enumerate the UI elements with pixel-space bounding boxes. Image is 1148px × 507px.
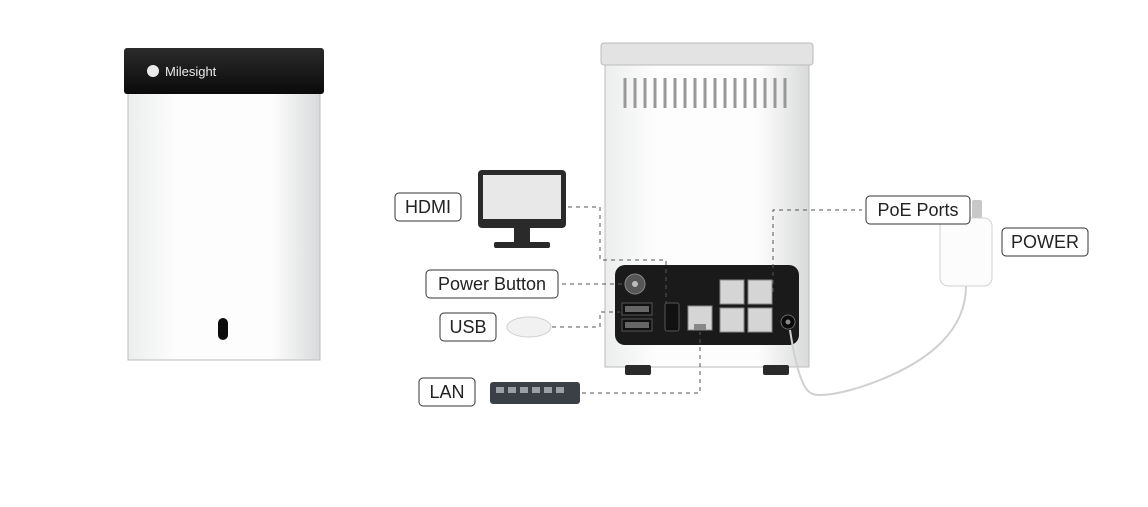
power-button-icon xyxy=(625,274,645,294)
lan-label: LAN xyxy=(419,378,475,406)
lan-label-text: LAN xyxy=(429,382,464,402)
power-button-label: Power Button xyxy=(426,270,558,298)
dc-jack-icon xyxy=(781,315,795,329)
front-device: Milesight xyxy=(124,48,324,360)
usb-label-text: USB xyxy=(449,317,486,337)
brand-text: Milesight xyxy=(165,64,217,79)
power-adapter-icon xyxy=(790,200,992,395)
poe-ports-label-text: PoE Ports xyxy=(877,200,958,220)
hdmi-port-icon xyxy=(665,303,679,331)
monitor-icon xyxy=(478,170,566,248)
poe-ports-label: PoE Ports xyxy=(866,196,970,224)
lan-port-icon xyxy=(688,306,712,330)
usb-label: USB xyxy=(440,313,496,341)
power-button-label-text: Power Button xyxy=(438,274,546,294)
usb-dongle-icon xyxy=(507,317,551,337)
hdmi-label: HDMI xyxy=(395,193,461,221)
rear-device xyxy=(601,43,813,375)
power-label: POWER xyxy=(1002,228,1088,256)
hdmi-label-text: HDMI xyxy=(405,197,451,217)
switch-icon xyxy=(490,382,580,404)
power-label-text: POWER xyxy=(1011,232,1079,252)
diagram-canvas: Milesight xyxy=(0,0,1148,507)
